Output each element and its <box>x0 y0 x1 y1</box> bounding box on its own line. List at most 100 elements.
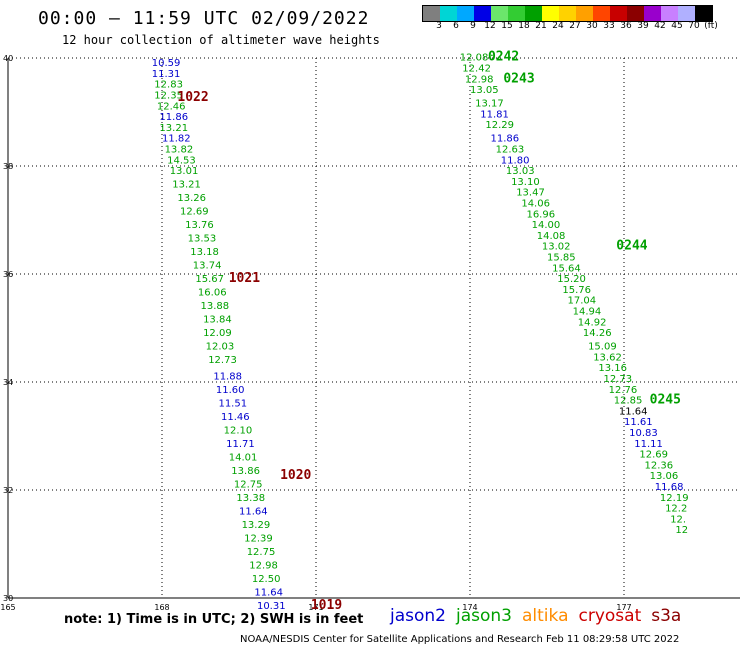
wave-height-value: 12.29 <box>485 120 514 131</box>
satellite-legend: jason2 jason3 altika cryosat s3a <box>390 606 681 626</box>
cycle-label: 1022 <box>177 90 208 105</box>
wave-height-value: 13.21 <box>159 123 188 134</box>
color-scale-tick: 39 <box>637 21 649 31</box>
wave-height-value: 15.76 <box>562 285 591 296</box>
credit-line: NOAA/NESDIS Center for Satellite Applica… <box>240 634 680 645</box>
wave-height-value: 15.85 <box>547 253 576 264</box>
lat-tick-label: 32 <box>3 486 13 495</box>
wave-height-value: 14.06 <box>521 199 550 210</box>
lat-tick-label: 36 <box>3 270 13 279</box>
color-swatch <box>508 6 525 21</box>
color-swatch <box>440 6 457 21</box>
wave-height-value: 13.47 <box>516 188 545 199</box>
wave-height-value: 13.01 <box>170 166 199 177</box>
legend-s3a: s3a <box>651 606 682 626</box>
map-title: 00:00 – 11:59 UTC 02/09/2022 <box>38 8 370 29</box>
wave-height-value: 12.10 <box>224 425 253 436</box>
cycle-label: 0244 <box>616 239 647 254</box>
wave-height-value: 12.98 <box>465 74 494 85</box>
color-scale-tick: 21 <box>535 21 547 31</box>
wave-height-value: 11.80 <box>501 155 530 166</box>
wave-height-value: 12.2 <box>665 504 687 515</box>
wave-height-value: 14.92 <box>578 317 607 328</box>
wave-height-value: 12.39 <box>244 533 273 544</box>
wave-height-value: 13.88 <box>201 301 230 312</box>
lat-tick-label: 40 <box>3 54 13 63</box>
legend-cryosat: cryosat <box>578 606 642 626</box>
wave-height-value: 12.46 <box>157 101 186 112</box>
wave-height-value: 12.75 <box>247 547 276 558</box>
wave-height-value: 15.64 <box>552 263 581 274</box>
color-swatch <box>661 6 678 21</box>
color-scale-tick: 36 <box>620 21 632 31</box>
wave-height-value: 12 <box>675 525 688 536</box>
wave-height-value: 14.08 <box>537 231 566 242</box>
color-swatch <box>423 6 440 21</box>
wave-height-value: 12.35 <box>154 91 183 102</box>
color-swatch <box>525 6 542 21</box>
wave-height-value: 13.38 <box>236 493 265 504</box>
wave-height-value: 13.26 <box>177 193 206 204</box>
wave-height-value: 11.31 <box>152 69 181 80</box>
wave-height-value: 11.88 <box>213 371 242 382</box>
wave-height-value: 13.03 <box>506 166 535 177</box>
wave-height-value: 13.62 <box>593 352 622 363</box>
wave-height-value: 11.86 <box>159 112 188 123</box>
wave-height-value: 12.73 <box>603 374 632 385</box>
wave-height-value: 12.63 <box>496 145 525 156</box>
cycle-label: 1019 <box>311 598 342 613</box>
color-scale-tick: 45 <box>671 21 683 31</box>
color-scale-tick: 15 <box>501 21 513 31</box>
wave-height-value: 12. <box>670 514 686 525</box>
wave-height-value: 12.42 <box>462 64 491 75</box>
wave-height-value: 11.51 <box>218 398 247 409</box>
wave-height-value: 12.69 <box>180 207 209 218</box>
color-swatch <box>474 6 491 21</box>
wave-height-value: 13.18 <box>190 247 219 258</box>
wave-height-value: 12.85 <box>614 396 643 407</box>
wave-height-value: 12.69 <box>639 450 668 461</box>
cycle-label: 1020 <box>280 468 311 483</box>
cycle-label: 0245 <box>650 393 681 408</box>
wave-height-value: 11.46 <box>221 412 250 423</box>
wave-height-value: 11.64 <box>254 587 283 598</box>
wave-height-value: 11.86 <box>491 134 520 145</box>
wave-height-value: 12.03 <box>206 342 235 353</box>
color-swatch <box>678 6 695 21</box>
color-swatch <box>644 6 661 21</box>
wave-height-value: 12.83 <box>154 80 183 91</box>
lon-tick-label: 165 <box>0 603 15 612</box>
cycle-label: 1021 <box>229 271 260 286</box>
color-swatch <box>542 6 559 21</box>
wave-height-value: 12.19 <box>660 493 689 504</box>
color-scale-tick: 42 <box>654 21 666 31</box>
wave-height-value: 11.81 <box>480 109 509 120</box>
wave-height-value: 11.82 <box>162 134 191 145</box>
wave-height-value: 13.84 <box>203 315 232 326</box>
color-scale-tick: 27 <box>569 21 581 31</box>
lon-tick-label: 171 <box>308 603 323 612</box>
wave-height-value: 16.06 <box>198 288 227 299</box>
wave-height-value: 11.71 <box>226 439 255 450</box>
lat-tick-label: 30 <box>3 594 13 603</box>
color-scale-tick: 9 <box>470 21 476 31</box>
wave-height-value: 15.20 <box>557 274 586 285</box>
wave-height-value: 12.75 <box>234 479 263 490</box>
wave-height-value: 11.64 <box>619 406 648 417</box>
wave-height-value: 12.98 <box>249 560 278 571</box>
wave-height-value: 14.00 <box>532 220 561 231</box>
wave-height-value: 11.60 <box>216 385 245 396</box>
color-scale-bar <box>422 5 713 22</box>
wave-height-value: 10.59 <box>152 58 181 69</box>
color-scale-tick: (ft) <box>704 21 718 31</box>
color-scale-tick: 33 <box>603 21 615 31</box>
lon-tick-label: 168 <box>154 603 169 612</box>
color-swatch <box>457 6 474 21</box>
color-swatch <box>610 6 627 21</box>
lat-tick-label: 34 <box>3 378 13 387</box>
wave-height-value: 13.06 <box>650 471 679 482</box>
wave-height-value: 14.26 <box>583 328 612 339</box>
legend-jason3: jason3 <box>456 606 512 626</box>
wave-height-value: 13.76 <box>185 220 214 231</box>
